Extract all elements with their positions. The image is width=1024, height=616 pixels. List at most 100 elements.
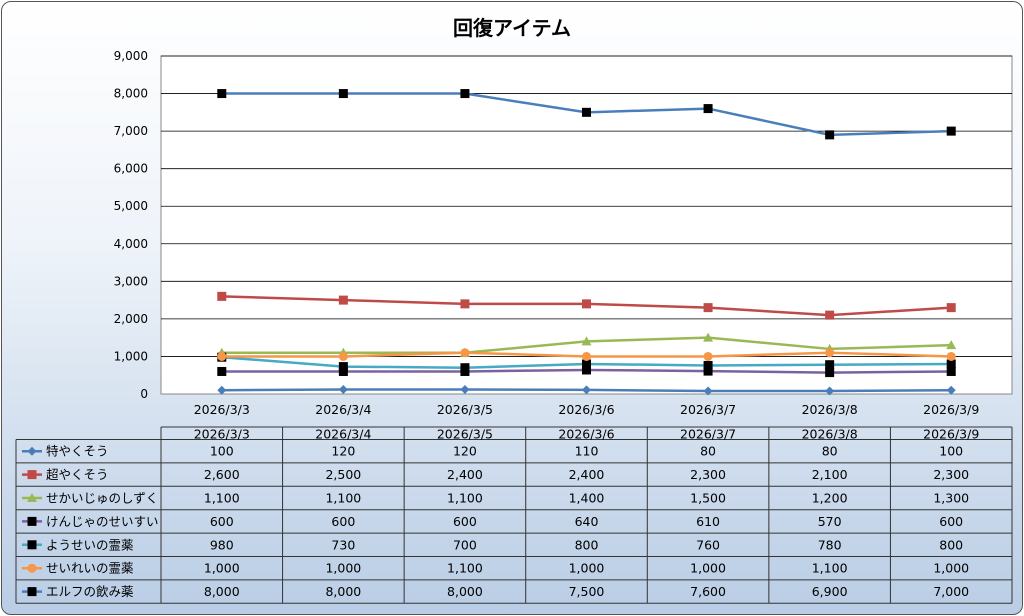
data-point xyxy=(217,89,227,99)
y-tick-label: 8,000 xyxy=(114,87,148,101)
table-cell: 600 xyxy=(939,514,963,529)
data-point xyxy=(825,130,835,140)
legend-label: ようせいの霊薬 xyxy=(46,537,134,552)
data-point xyxy=(460,363,470,373)
data-point xyxy=(27,540,37,550)
table-cell: 1,100 xyxy=(447,561,483,576)
data-point xyxy=(946,359,956,369)
data-point xyxy=(582,359,591,369)
y-tick-label: 9,000 xyxy=(114,49,148,63)
table-header-date: 2026/3/5 xyxy=(437,427,493,442)
data-point xyxy=(338,362,348,372)
data-point xyxy=(825,348,835,358)
chart-title: 回復アイテム xyxy=(453,16,571,40)
data-point xyxy=(27,563,37,573)
table-cell: 8,000 xyxy=(204,584,240,599)
x-tick-label: 2026/3/5 xyxy=(437,402,493,417)
legend-label: けんじゃのせいすい xyxy=(46,514,159,529)
data-point xyxy=(946,303,956,313)
legend-label: 超やくそう xyxy=(46,467,109,482)
table-header-date: 2026/3/4 xyxy=(315,427,371,442)
table-cell: 800 xyxy=(939,537,963,552)
table-cell: 8,000 xyxy=(325,584,361,599)
data-point xyxy=(460,299,470,309)
table-cell: 80 xyxy=(822,444,838,459)
table-cell: 640 xyxy=(575,514,599,529)
data-point xyxy=(946,126,956,136)
x-tick-label: 2026/3/7 xyxy=(680,402,736,417)
table-cell: 80 xyxy=(700,444,716,459)
table-cell: 1,000 xyxy=(690,561,726,576)
table-cell: 7,600 xyxy=(690,584,726,599)
table-cell: 120 xyxy=(453,444,477,459)
table-cell: 570 xyxy=(818,514,842,529)
table-cell: 2,300 xyxy=(933,467,969,482)
table-cell: 980 xyxy=(210,537,234,552)
table-cell: 7,500 xyxy=(569,584,605,599)
data-point xyxy=(460,89,470,99)
data-point xyxy=(338,89,348,99)
y-tick-label: 7,000 xyxy=(114,124,148,138)
y-tick-label: 2,000 xyxy=(114,312,148,326)
data-point xyxy=(582,299,591,309)
table-cell: 100 xyxy=(939,444,963,459)
data-point xyxy=(581,336,592,346)
table-cell: 1,300 xyxy=(933,491,969,506)
data-point xyxy=(217,366,227,376)
y-tick-label: 4,000 xyxy=(114,237,148,251)
data-point xyxy=(27,587,37,597)
table-cell: 2,400 xyxy=(569,467,605,482)
y-tick-label: 6,000 xyxy=(114,162,148,176)
x-tick-label: 2026/3/4 xyxy=(315,402,371,417)
table-header-date: 2026/3/3 xyxy=(194,427,250,442)
data-point xyxy=(703,360,713,370)
data-point xyxy=(703,104,713,114)
table-cell: 8,000 xyxy=(447,584,483,599)
table-cell: 2,300 xyxy=(690,467,726,482)
data-point xyxy=(338,366,348,376)
table-cell: 610 xyxy=(696,514,720,529)
table-header-date: 2026/3/9 xyxy=(923,427,979,442)
data-point xyxy=(703,332,714,342)
table-cell: 1,500 xyxy=(690,491,726,506)
data-point xyxy=(946,351,956,361)
data-point xyxy=(338,295,348,305)
table-cell: 600 xyxy=(210,514,234,529)
data-point xyxy=(460,348,470,358)
data-point xyxy=(582,107,591,117)
table-cell: 1,400 xyxy=(569,491,605,506)
data-point xyxy=(703,351,713,361)
table-cell: 2,100 xyxy=(812,467,848,482)
data-point xyxy=(946,366,956,376)
x-tick-label: 2026/3/3 xyxy=(194,402,250,417)
data-point xyxy=(825,360,835,370)
y-tick-label: 1,000 xyxy=(114,349,148,363)
data-point xyxy=(582,351,591,361)
data-point xyxy=(27,446,37,456)
table-cell: 700 xyxy=(453,537,477,552)
table-cell: 800 xyxy=(575,537,599,552)
table-cell: 1,100 xyxy=(325,491,361,506)
data-point xyxy=(338,351,348,361)
legend-label: 特やくそう xyxy=(46,444,109,459)
table-cell: 760 xyxy=(696,537,720,552)
x-tick-label: 2026/3/8 xyxy=(802,402,858,417)
table-cell: 100 xyxy=(210,444,234,459)
table-cell: 7,000 xyxy=(933,584,969,599)
table-cell: 110 xyxy=(575,444,599,459)
table-cell: 600 xyxy=(331,514,355,529)
table-cell: 730 xyxy=(331,537,355,552)
legend-label: せいれいの霊薬 xyxy=(46,561,134,576)
table-header-date: 2026/3/6 xyxy=(558,427,614,442)
y-tick-label: 5,000 xyxy=(114,199,148,213)
x-tick-label: 2026/3/6 xyxy=(558,402,614,417)
data-point xyxy=(27,470,37,480)
y-tick-label: 0 xyxy=(140,387,148,401)
table-cell: 6,900 xyxy=(812,584,848,599)
data-point xyxy=(27,516,37,526)
data-point xyxy=(825,368,835,378)
data-point xyxy=(460,384,470,394)
table-cell: 1,100 xyxy=(447,491,483,506)
